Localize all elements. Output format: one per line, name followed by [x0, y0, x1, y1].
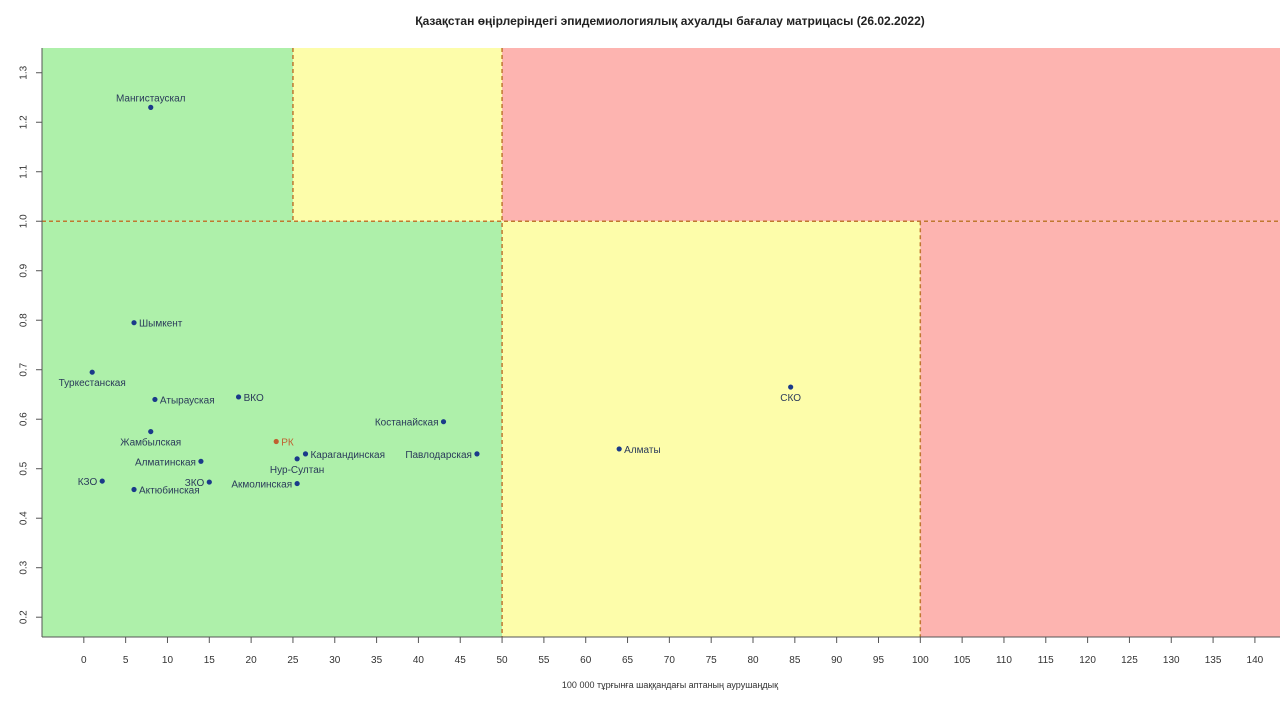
x-tick-label: 115 [1038, 655, 1054, 666]
y-tick-label: 0.9 [19, 263, 30, 277]
point-label: Карагандинская [310, 450, 385, 461]
x-tick-label: 65 [622, 655, 634, 666]
point-label: Мангистаускал [116, 93, 186, 104]
x-tick-label: 75 [706, 655, 718, 666]
x-tick-label: 35 [371, 655, 383, 666]
y-tick-label: 0.6 [19, 412, 30, 426]
x-tick-label: 50 [497, 655, 509, 666]
x-tick-label: 95 [873, 655, 885, 666]
point-label: СКО [780, 393, 801, 404]
thresholds-layer [42, 48, 1280, 637]
point-label: Туркестанская [59, 378, 126, 389]
point-label: Акмолинская [231, 480, 292, 491]
x-tick-label: 30 [329, 655, 341, 666]
x-tick-label: 140 [1247, 655, 1264, 666]
point-label: Жамбылская [120, 437, 181, 449]
x-tick-label: 20 [246, 655, 258, 666]
data-point [474, 451, 480, 457]
x-tick-label: 105 [954, 655, 971, 666]
y-tick-label: 0.2 [19, 610, 30, 624]
y-tick-label: 1.0 [19, 214, 30, 228]
x-tick-label: 80 [747, 655, 759, 666]
x-tick-label: 60 [580, 655, 592, 666]
zone-3 [42, 221, 503, 637]
x-tick-label: 55 [538, 655, 550, 666]
y-tick-label: 0.5 [19, 461, 30, 475]
y-tick-label: 0.3 [19, 560, 30, 574]
point-label: Шымкент [139, 319, 183, 330]
x-tick-label: 10 [162, 655, 174, 666]
zones-layer [42, 48, 1280, 637]
x-axis-label: 100 000 тұрғынға шаққандағы аптаның ауру… [561, 680, 779, 690]
x-tick-label: 120 [1079, 655, 1096, 666]
x-tick-label: 15 [204, 655, 216, 666]
data-point [152, 396, 158, 403]
point-label: ЗКО [185, 478, 205, 489]
y-tick-label: 1.2 [19, 115, 30, 129]
point-label: Актюбинская [139, 485, 200, 497]
x-tick-label: 100 [912, 655, 929, 666]
axes-layer: 0 5 10 15 20 25 30 35 40 45 50 55 60 65 70 75 80 85 90 95 10… [19, 48, 1280, 666]
y-tick-label: 1.3 [19, 65, 30, 79]
x-tick-label: 125 [1121, 655, 1138, 666]
x-tick-label: 110 [996, 655, 1012, 666]
zone-0 [42, 48, 293, 222]
points-layer: Мангистаускал Шымкент Туркестанская Атыраус… [59, 93, 802, 496]
point-label: Алматинская [135, 457, 196, 468]
x-tick-label: 0 [81, 655, 87, 666]
zone-2 [502, 48, 1280, 222]
zone-1 [292, 48, 503, 222]
x-tick-label: 90 [831, 655, 843, 666]
point-label: Павлодарская [405, 450, 472, 461]
x-tick-label: 40 [413, 655, 425, 666]
data-point [273, 438, 279, 445]
x-tick-label: 70 [664, 655, 676, 666]
data-point [235, 394, 242, 400]
data-point [99, 478, 105, 484]
data-point [302, 451, 309, 457]
data-point [89, 369, 95, 375]
zone-4 [502, 221, 921, 637]
x-tick-label: 45 [455, 655, 467, 666]
data-point [294, 456, 300, 462]
y-tick-label: 0.8 [19, 313, 30, 327]
y-tick-label: 1.1 [19, 164, 30, 178]
point-label: КЗО [78, 477, 98, 488]
data-point [131, 486, 137, 493]
y-tick-label: 0.4 [19, 511, 30, 525]
x-tick-label: 25 [287, 655, 299, 666]
x-tick-label: 135 [1205, 655, 1222, 666]
data-point [131, 320, 137, 326]
point-label: ВКО [244, 393, 264, 404]
data-point [294, 480, 300, 487]
point-label: Алматы [624, 445, 661, 456]
data-point [616, 446, 622, 452]
data-point [440, 419, 447, 425]
point-label: РК [281, 437, 294, 448]
data-point [206, 479, 212, 485]
point-label: Нур-Султан [270, 465, 324, 476]
data-point [148, 428, 154, 435]
data-point [148, 104, 154, 110]
point-label: Атырауская [160, 395, 215, 406]
point-label: Костанайская [375, 418, 439, 429]
x-tick-label: 130 [1163, 655, 1180, 666]
zone-5 [920, 221, 1280, 637]
data-point [198, 458, 204, 464]
y-tick-label: 0.7 [19, 362, 30, 376]
chart-title: Қазақстан өңірлеріндегі эпидемиологиялық… [415, 14, 925, 28]
x-tick-label: 5 [123, 655, 129, 666]
data-point [788, 384, 794, 390]
x-tick-label: 85 [789, 655, 801, 666]
